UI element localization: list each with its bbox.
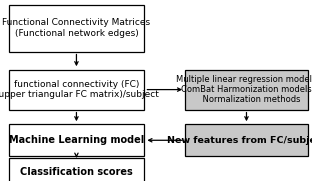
Text: Machine Learning model: Machine Learning model [9, 135, 144, 145]
Text: Functional Connectivity Matrices
(Functional network edges): Functional Connectivity Matrices (Functi… [2, 18, 150, 38]
Text: New features from FC/subject: New features from FC/subject [167, 136, 312, 145]
FancyBboxPatch shape [185, 125, 308, 156]
FancyBboxPatch shape [8, 5, 144, 52]
FancyBboxPatch shape [8, 70, 144, 110]
Text: Multiple linear regression models
ComBat Harmonization models
    Normalization : Multiple linear regression models ComBat… [176, 75, 312, 104]
Text: Classification scores: Classification scores [20, 167, 133, 177]
FancyBboxPatch shape [185, 70, 308, 110]
FancyBboxPatch shape [8, 125, 144, 156]
Text: functional connectivity (FC)
(upper triangular FC matrix)/subject: functional connectivity (FC) (upper tria… [0, 80, 158, 99]
FancyBboxPatch shape [8, 158, 144, 181]
